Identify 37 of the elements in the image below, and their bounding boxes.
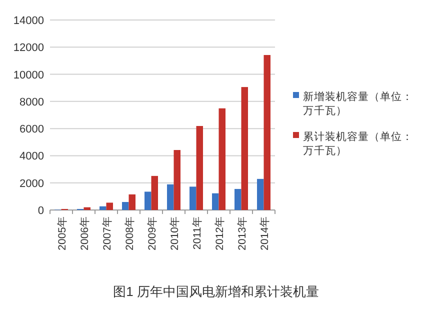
bar [122, 202, 129, 210]
bar [212, 193, 219, 210]
y-tick-label: 0 [38, 205, 44, 217]
y-tick-label: 6000 [20, 124, 44, 136]
bar [100, 206, 106, 210]
y-tick-label: 14000 [13, 15, 44, 27]
bar [241, 87, 248, 210]
y-tick-label: 10000 [13, 69, 44, 82]
legend-label: 累计装机容量（单位：万千瓦） [303, 130, 413, 157]
bar [196, 126, 203, 210]
x-tick-label: 2008年 [124, 216, 136, 250]
y-tick-label: 2000 [20, 178, 44, 190]
bar [174, 150, 180, 210]
bar [144, 192, 152, 210]
bar [106, 202, 113, 210]
bar [151, 176, 158, 210]
x-tick-label: 2007年 [101, 216, 114, 250]
bar [234, 188, 242, 210]
bar [218, 108, 226, 210]
x-tick-label: 2010年 [168, 216, 181, 250]
legend-label: 新增装机容量（单位：万千瓦） [303, 90, 413, 117]
x-tick-label: 2011年 [191, 216, 204, 250]
x-tick-label: 2005年 [56, 216, 68, 250]
x-tick-label: 2014年 [258, 216, 271, 250]
bar [257, 178, 264, 210]
bar [264, 55, 270, 210]
y-tick-label: 12000 [13, 42, 44, 54]
y-tick-label: 4000 [20, 150, 44, 163]
bar [167, 184, 174, 210]
x-tick-label: 2013年 [236, 216, 248, 250]
x-tick-label: 2009年 [146, 216, 158, 250]
x-tick-label: 2006年 [78, 216, 91, 250]
text: 图1 历年中国风电新增和累计装机量 [113, 284, 319, 299]
bar [128, 194, 136, 210]
x-tick-label: 2012年 [214, 216, 226, 250]
y-tick-label: 8000 [20, 96, 44, 108]
bar [190, 186, 196, 210]
